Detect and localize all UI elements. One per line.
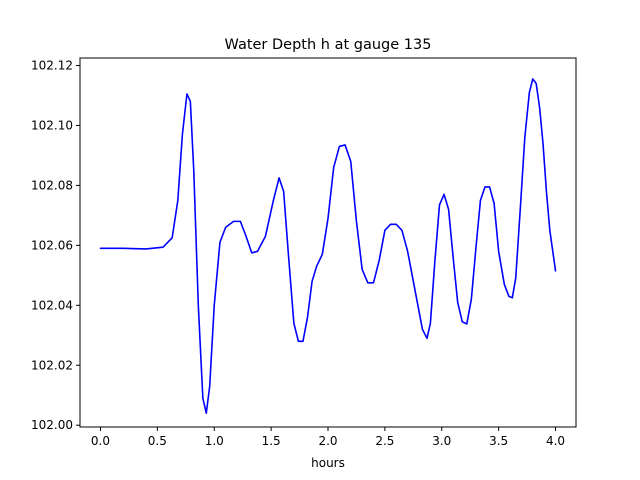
x-tick-label: 0.0 [91,434,110,448]
y-tick-label: 102.08 [31,178,73,192]
x-axis: 0.0 0.5 1.0 1.5 2.0 2.5 3.0 3.5 4.0 [91,427,565,448]
plot-area: 0.0 0.5 1.0 1.5 2.0 2.5 3.0 3.5 4.0 102.00 102.02… [31,57,577,448]
y-tick-label: 102.10 [31,118,73,132]
y-tick-label: 102.12 [31,58,73,72]
x-tick-label: 4.0 [546,434,565,448]
x-tick-label: 2.5 [375,434,394,448]
y-tick-label: 102.06 [31,238,73,252]
x-tick-label: 2.0 [318,434,337,448]
y-axis: 102.00 102.02 102.04 102.06 102.08 102.10 102.… [31,58,80,432]
y-tick-label: 102.00 [31,418,73,432]
x-tick-label: 1.0 [205,434,224,448]
x-tick-label: 0.5 [148,434,167,448]
water-depth-series-line [99,78,557,415]
y-tick-label: 102.04 [31,298,73,312]
x-tick-label: 3.5 [489,434,508,448]
x-tick-label: 3.0 [432,434,451,448]
x-axis-label: hours [311,456,345,470]
chart-title: Water Depth h at gauge 135 [225,37,432,53]
axes-frame [79,57,577,428]
x-tick-label: 1.5 [262,434,281,448]
y-tick-label: 102.02 [31,358,73,372]
